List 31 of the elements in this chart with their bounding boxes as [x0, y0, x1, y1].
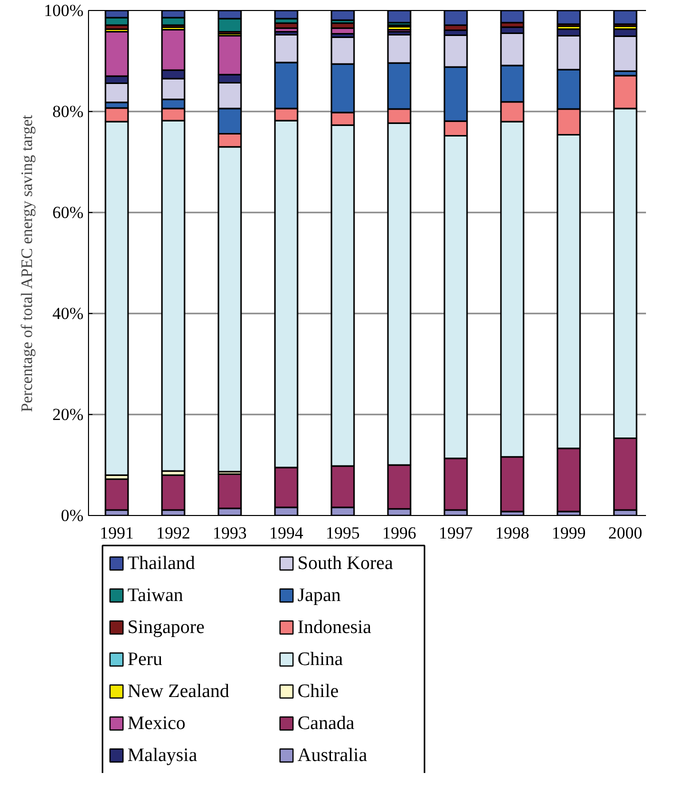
y-tick-label: 20% — [52, 405, 84, 424]
legend-label: Thailand — [128, 553, 196, 574]
y-tick-label: 60% — [52, 203, 84, 222]
legend-label: Indonesia — [298, 617, 372, 638]
x-tick-label: 2000 — [608, 524, 642, 542]
y-tick-label: 80% — [52, 102, 84, 121]
legend-label: China — [298, 649, 344, 670]
legend-label: Taiwan — [128, 585, 184, 606]
x-tick-label: 1991 — [100, 524, 134, 542]
legend-label: Singapore — [128, 617, 205, 638]
x-tick-label: 1995 — [326, 524, 360, 542]
x-tick-label: 1992 — [156, 524, 190, 542]
legend-label: Malaysia — [128, 745, 198, 766]
legend-label: Chile — [298, 681, 339, 702]
y-tick-label: 40% — [52, 304, 84, 323]
x-tick-label: 1996 — [382, 524, 416, 542]
x-tick-label: 1998 — [495, 524, 530, 542]
legend-label: Australia — [298, 745, 368, 766]
y-tick-label: 100% — [44, 1, 84, 20]
x-tick-label: 1994 — [269, 524, 304, 542]
legend-label: South Korea — [298, 553, 394, 574]
legend-label: Canada — [298, 713, 356, 734]
legend-label: Japan — [298, 585, 342, 606]
x-tick-label: 1999 — [552, 524, 586, 542]
x-tick-label: 1997 — [438, 524, 474, 542]
x-tick-label: 1993 — [212, 524, 247, 542]
y-axis-title: Percentage of total APEC energy saving target — [18, 114, 36, 412]
y-tick-label: 0% — [60, 506, 84, 525]
legend-label: Peru — [128, 649, 163, 670]
legend-label: Mexico — [128, 713, 186, 734]
legend-label: New Zealand — [128, 681, 230, 702]
